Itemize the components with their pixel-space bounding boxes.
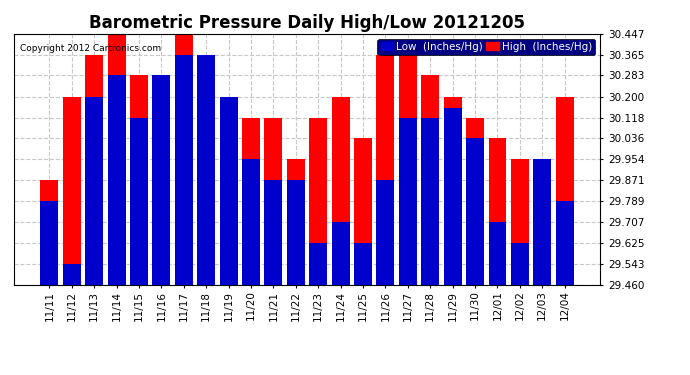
Bar	[466, 138, 484, 285]
Bar	[41, 201, 59, 285]
Bar	[422, 75, 440, 285]
Bar	[86, 55, 104, 285]
Bar	[175, 34, 193, 285]
Bar	[555, 201, 573, 285]
Bar	[63, 97, 81, 285]
Bar	[152, 75, 170, 285]
Bar	[309, 117, 327, 285]
Bar	[533, 159, 551, 285]
Bar	[444, 97, 462, 285]
Bar	[377, 55, 395, 285]
Bar	[130, 75, 148, 285]
Legend: Low  (Inches/Hg), High  (Inches/Hg): Low (Inches/Hg), High (Inches/Hg)	[377, 39, 595, 55]
Bar	[219, 97, 237, 285]
Bar	[41, 180, 59, 285]
Bar	[332, 222, 350, 285]
Bar	[287, 159, 305, 285]
Bar	[86, 97, 104, 285]
Bar	[422, 117, 440, 285]
Bar	[444, 108, 462, 285]
Bar	[466, 117, 484, 285]
Bar	[264, 180, 282, 285]
Bar	[555, 97, 573, 285]
Bar	[511, 243, 529, 285]
Bar	[152, 75, 170, 285]
Bar	[219, 97, 237, 285]
Bar	[287, 180, 305, 285]
Bar	[533, 159, 551, 285]
Bar	[63, 264, 81, 285]
Bar	[264, 117, 282, 285]
Bar	[377, 180, 395, 285]
Bar	[130, 117, 148, 285]
Bar	[197, 97, 215, 285]
Bar	[108, 34, 126, 285]
Title: Barometric Pressure Daily High/Low 20121205: Barometric Pressure Daily High/Low 20121…	[89, 14, 525, 32]
Bar	[489, 138, 506, 285]
Bar	[242, 117, 260, 285]
Bar	[242, 159, 260, 285]
Bar	[197, 55, 215, 285]
Bar	[309, 243, 327, 285]
Bar	[399, 117, 417, 285]
Bar	[332, 97, 350, 285]
Bar	[511, 159, 529, 285]
Bar	[175, 55, 193, 285]
Bar	[489, 222, 506, 285]
Bar	[354, 243, 372, 285]
Bar	[354, 138, 372, 285]
Text: Copyright 2012 Cartronics.com: Copyright 2012 Cartronics.com	[19, 44, 161, 53]
Bar	[108, 75, 126, 285]
Bar	[399, 55, 417, 285]
